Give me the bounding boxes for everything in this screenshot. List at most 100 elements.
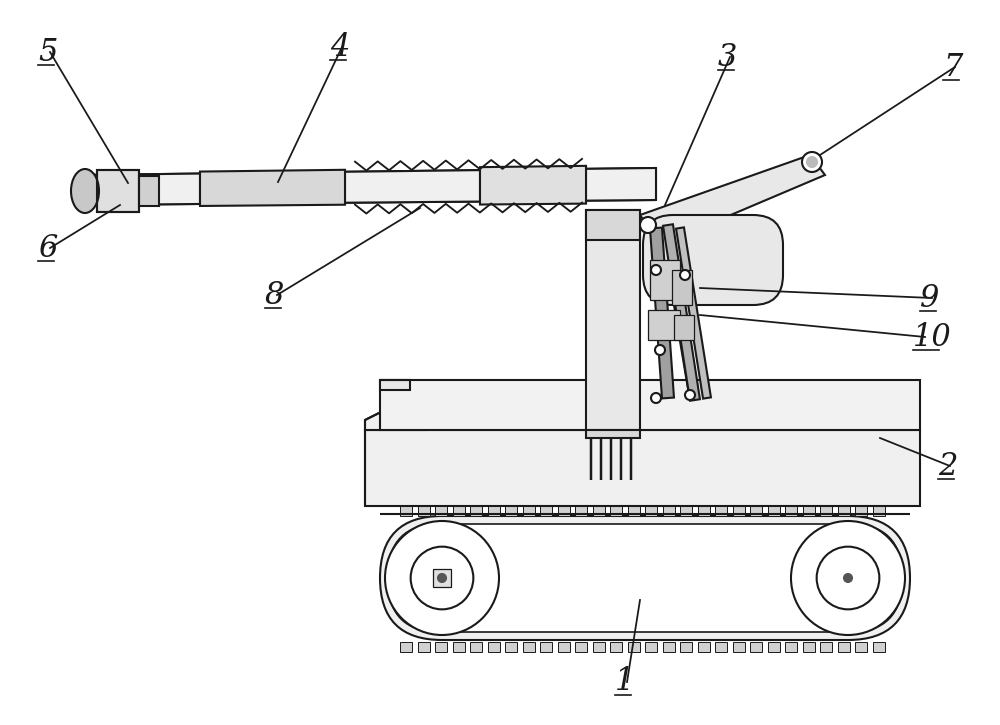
Polygon shape [480,166,586,204]
Bar [452,506,465,516]
Ellipse shape [71,169,99,213]
Bar [872,506,885,516]
Bar [610,506,622,516]
Bar [488,506,500,516]
Bar [592,506,605,516]
Bar [872,642,885,652]
Bar [365,430,920,506]
Bar [558,506,570,516]
Bar [674,315,694,340]
Bar [662,506,675,516]
Bar [610,642,622,652]
Bar [418,642,430,652]
Circle shape [802,152,822,172]
Bar [400,506,412,516]
Bar [540,642,552,652]
Bar [732,506,745,516]
Bar [855,642,867,652]
Bar [648,310,680,340]
Bar [802,506,815,516]
Bar [586,430,640,438]
Bar [380,380,920,430]
Bar [838,506,850,516]
Bar [470,642,482,652]
Bar [586,210,640,240]
Bar [470,506,482,516]
Bar [435,642,447,652]
FancyBboxPatch shape [643,215,783,305]
Bar [698,506,710,516]
Circle shape [651,265,661,275]
Bar [750,642,762,652]
Bar [645,506,657,516]
Bar [855,506,867,516]
Circle shape [844,574,852,582]
Bar [732,642,745,652]
Bar [650,260,680,300]
Bar [488,642,500,652]
Polygon shape [676,228,711,399]
Text: 10: 10 [913,321,952,352]
Bar [768,506,780,516]
Bar [505,506,517,516]
Bar [698,642,710,652]
Bar [750,506,762,516]
Bar [452,642,465,652]
Circle shape [791,521,905,635]
Bar [522,506,535,516]
Polygon shape [82,168,656,205]
Text: 4: 4 [330,31,349,62]
Bar [540,506,552,516]
Bar [97,170,139,212]
Bar [820,506,832,516]
Bar [680,506,692,516]
Bar [672,270,692,305]
Bar [680,642,692,652]
Circle shape [438,574,446,582]
Polygon shape [640,155,825,245]
Circle shape [685,390,695,400]
Text: 7: 7 [943,51,962,83]
Text: 1: 1 [615,666,634,697]
Polygon shape [200,170,345,206]
Circle shape [680,270,690,280]
Bar [418,506,430,516]
Polygon shape [365,390,425,430]
Bar [433,569,451,587]
Text: 5: 5 [38,36,57,67]
Bar [575,506,587,516]
Text: 3: 3 [718,41,737,72]
Bar [838,642,850,652]
Circle shape [651,393,661,403]
Bar [715,506,727,516]
Circle shape [411,547,473,609]
Bar [715,642,727,652]
Bar [558,642,570,652]
Bar [139,176,159,206]
Bar [592,642,605,652]
Circle shape [655,345,665,355]
Bar [575,642,587,652]
FancyBboxPatch shape [388,524,902,632]
Polygon shape [380,380,410,390]
FancyBboxPatch shape [380,516,910,640]
Circle shape [807,157,817,167]
Text: 6: 6 [38,233,57,263]
Polygon shape [663,224,700,401]
Bar [628,642,640,652]
Bar [435,506,447,516]
Circle shape [817,547,879,609]
Circle shape [385,521,499,635]
Bar [785,642,797,652]
Bar [645,642,657,652]
Bar [586,210,640,430]
Text: 9: 9 [920,283,939,313]
Circle shape [640,217,656,233]
Bar [400,642,412,652]
Bar [628,506,640,516]
Polygon shape [650,228,674,399]
Bar [505,642,517,652]
Bar [522,642,535,652]
Bar [820,642,832,652]
Text: 8: 8 [265,280,284,310]
